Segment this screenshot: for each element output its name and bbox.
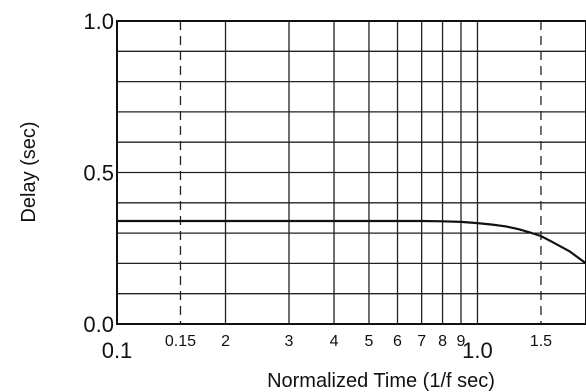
x-tick-label: 0.1 — [102, 338, 133, 363]
y-tick-label: 0.5 — [83, 161, 114, 186]
grid-layer — [117, 21, 586, 324]
plot-frame — [116, 20, 586, 325]
x-tick-label: 8 — [438, 333, 447, 350]
x-tick-label: 4 — [330, 333, 339, 350]
y-axis-title: Delay (sec) — [18, 121, 40, 222]
x-tick-label: 1.0 — [462, 338, 493, 363]
y-tick-label: 0.0 — [83, 312, 114, 337]
x-tick-label: 6 — [393, 333, 402, 350]
x-axis-title: Normalized Time (1/f sec) — [267, 370, 495, 392]
x-tick-label: 2 — [221, 333, 230, 350]
series-line — [117, 219, 586, 265]
x-tick-label: 5 — [365, 333, 374, 350]
x-tick-label: 7 — [417, 333, 426, 350]
tick-labels: 0.1 0.15 2 3 4 5 6 7 8 91.0 1.50.00.51.0 — [83, 9, 552, 363]
x-tick-label: 3 — [285, 333, 294, 350]
curve-layer — [117, 219, 586, 265]
x-tick-label: 0.15 — [165, 333, 196, 350]
x-tick-label: 9 — [457, 333, 466, 350]
y-tick-label: 1.0 — [83, 9, 114, 34]
x-tick-label: 1.5 — [530, 333, 552, 350]
